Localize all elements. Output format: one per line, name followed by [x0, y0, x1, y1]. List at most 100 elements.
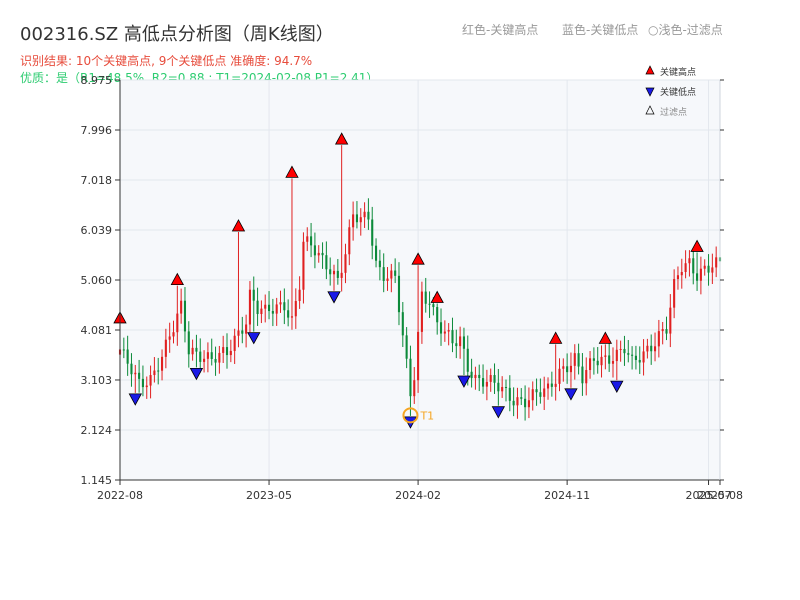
candle-body	[615, 349, 618, 362]
candle-body	[332, 270, 336, 275]
candle-body	[642, 351, 645, 363]
candle-body	[653, 346, 657, 352]
candle-body	[661, 329, 664, 332]
candle-body	[428, 303, 431, 305]
candle-body	[344, 254, 347, 273]
candle-body	[466, 348, 469, 372]
key-low-marker	[327, 291, 341, 304]
candle-body	[673, 279, 676, 308]
candle-body	[352, 214, 355, 228]
candle-body	[447, 330, 450, 332]
candle-body	[401, 312, 404, 336]
candle-body	[543, 388, 546, 397]
candle-body	[585, 370, 588, 384]
key-low-marker	[457, 375, 471, 388]
y-tick-label: 1.145	[81, 474, 113, 487]
candle-body	[160, 356, 164, 371]
candle-body	[336, 270, 339, 278]
candle-body	[210, 352, 213, 359]
candle-body	[340, 272, 343, 278]
candle-body	[371, 219, 374, 246]
candle-body	[153, 370, 156, 376]
candle-body	[409, 358, 412, 397]
x-axis: 2022-08 2023-05 2024-02 2024-11 2025-072025-…	[97, 480, 743, 502]
x-tick-label: 2024-02	[395, 489, 441, 502]
candle-body	[566, 366, 569, 373]
candle-body	[711, 267, 714, 273]
candle-body	[310, 236, 313, 246]
candle-body	[478, 374, 481, 379]
candle-body	[378, 260, 381, 268]
candle-body	[443, 331, 446, 334]
candle-body	[489, 375, 492, 382]
pivot-markers: T1	[113, 132, 704, 429]
candle-body	[382, 267, 385, 281]
candle-body	[306, 236, 309, 242]
candle-body	[569, 365, 573, 373]
candle-body	[493, 375, 496, 383]
candle-body	[554, 383, 557, 387]
candle-body	[367, 211, 370, 220]
candle-body	[638, 359, 641, 363]
candle-body	[233, 335, 236, 351]
key-high-marker	[231, 219, 246, 232]
candle-body	[524, 398, 527, 408]
candle-body	[611, 361, 615, 364]
candle-body	[199, 351, 202, 362]
candle-body	[375, 245, 378, 261]
candle-body	[275, 304, 278, 314]
candle-body	[692, 258, 695, 274]
candle-body	[573, 353, 576, 366]
candle-body	[130, 363, 133, 375]
y-tick-label: 8.975	[81, 74, 113, 87]
candle-body	[520, 397, 523, 399]
key-low-marker	[491, 406, 506, 419]
candle-body	[512, 400, 515, 406]
candle-body	[390, 270, 393, 279]
candle-body	[696, 273, 699, 281]
y-tick-label: 7.996	[81, 124, 113, 137]
candle-body	[508, 387, 511, 401]
candle-body	[462, 336, 465, 349]
candle-body	[550, 383, 553, 387]
candle-body	[657, 331, 660, 347]
candle-body	[321, 252, 324, 256]
candle-body	[581, 366, 584, 384]
legend-label: 关键高点	[660, 66, 696, 78]
candle-body	[180, 300, 183, 314]
candle-body	[218, 352, 221, 363]
candle-body	[608, 355, 611, 364]
candle-body	[325, 255, 328, 270]
candle-body	[138, 372, 141, 379]
candle-body	[287, 310, 290, 318]
candle-body	[470, 371, 473, 379]
key-high-marker	[598, 331, 613, 344]
candle-body	[539, 392, 542, 397]
candle-body	[432, 304, 435, 308]
candle-body	[252, 289, 255, 301]
candle-body	[501, 387, 504, 392]
candle-body	[279, 302, 282, 305]
candle-body	[459, 336, 462, 347]
key-low-marker	[564, 388, 578, 401]
candle-body	[172, 332, 175, 337]
candle-body	[290, 316, 294, 318]
candle-body	[363, 211, 366, 218]
x-tick-label: 2025-07	[686, 489, 732, 502]
legend-light-filtered: ○浅色-过滤点	[648, 23, 723, 37]
candle-body	[241, 330, 244, 334]
candle-body	[646, 345, 649, 352]
candle-body	[405, 335, 408, 359]
candle-body	[245, 324, 248, 334]
candle-body	[589, 358, 592, 371]
candle-body	[665, 329, 668, 334]
legend-filtered-icon	[645, 105, 655, 115]
candle-body	[715, 257, 718, 268]
candle-body	[225, 347, 229, 356]
candle-body	[267, 304, 271, 312]
candle-body	[394, 270, 397, 276]
candle-body	[176, 313, 179, 333]
key-high-marker	[430, 290, 444, 303]
